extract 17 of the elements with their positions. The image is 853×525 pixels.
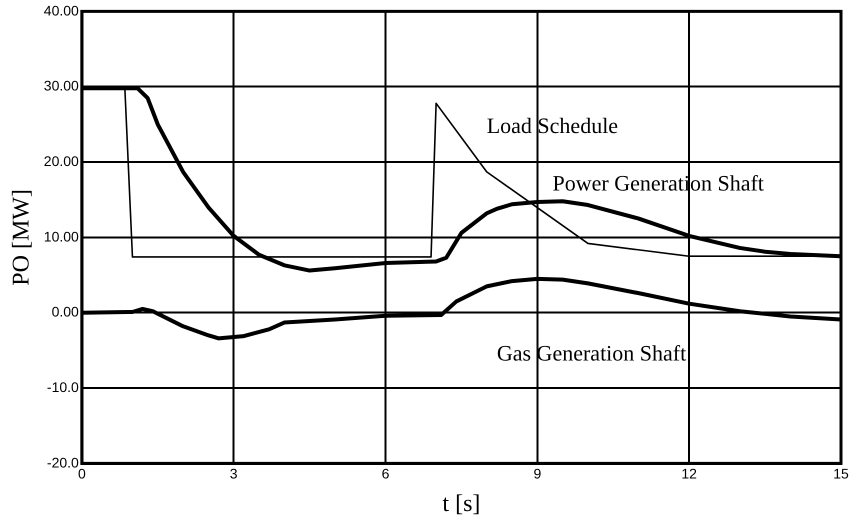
x-tick-label: 12	[681, 466, 698, 482]
x-tick-label: 6	[382, 466, 390, 482]
x-tick-label: 9	[533, 466, 542, 482]
y-tick-label: -10.0	[46, 378, 80, 395]
series-label: Load Schedule	[486, 113, 618, 138]
y-tick-label: 0.00	[52, 304, 80, 320]
x-tick-label: 0	[78, 466, 86, 482]
y-axis-title: PO [MW]	[8, 189, 35, 286]
y-tick-label: -20.0	[46, 454, 80, 470]
y-tick-label: 30.00	[44, 78, 80, 94]
series-label: Gas Generation Shaft	[496, 340, 686, 366]
y-tick-label: 20.00	[44, 152, 80, 169]
x-tick-label: 15	[833, 466, 849, 482]
x-tick-label: 3	[230, 466, 238, 482]
y-tick-label: 40.00	[44, 2, 80, 18]
x-axis-title: t [s]	[442, 490, 480, 517]
y-tick-label: 10.00	[44, 228, 80, 244]
